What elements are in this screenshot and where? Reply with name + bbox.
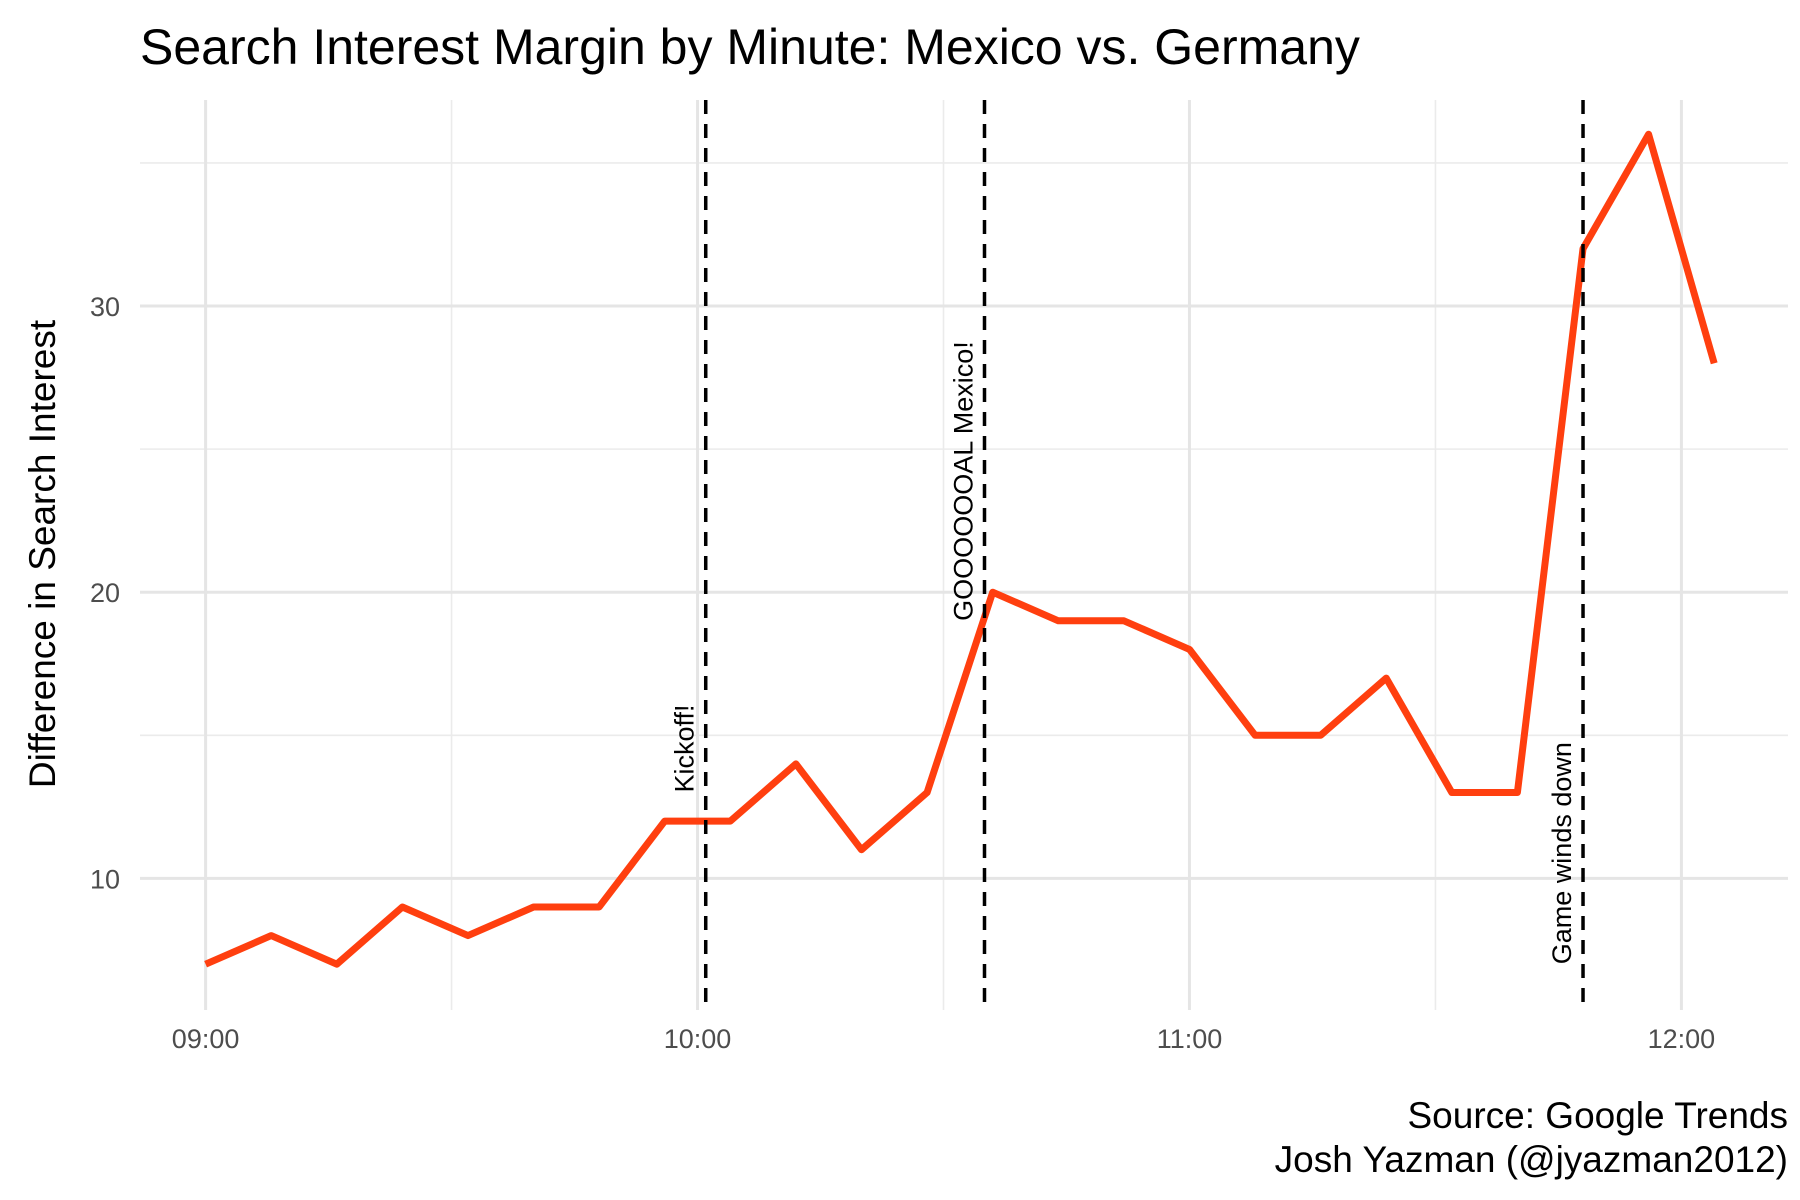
grid-major <box>140 100 1788 1010</box>
y-tick-label-0: 10 <box>90 864 120 894</box>
annotation-label-1: GOOOOOOAL Mexico! <box>948 341 978 621</box>
y-axis-title: Difference in Search Interest <box>22 319 63 788</box>
chart-title: Search Interest Margin by Minute: Mexico… <box>140 19 1360 75</box>
series-layer <box>204 130 1718 968</box>
y-tick-label-1: 20 <box>90 578 120 608</box>
grid-minor <box>140 100 1788 1010</box>
x-tick-label-1: 10:00 <box>664 1024 732 1054</box>
y-tick-label-2: 30 <box>90 292 120 322</box>
series-line-0 <box>204 130 1718 968</box>
x-tick-label-2: 11:00 <box>1157 1024 1223 1054</box>
x-tick-label-0: 09:00 <box>172 1024 240 1054</box>
caption-line-1: Josh Yazman (@jyazman2012) <box>1275 1139 1788 1180</box>
caption-line-0: Source: Google Trends <box>1408 1095 1789 1136</box>
annotations: Kickoff! GOOOOOOAL Mexico! Game winds down <box>670 100 1585 1010</box>
annotation-label-2: Game winds down <box>1547 742 1577 964</box>
x-axis-ticks: 09:00 10:00 11:00 12:00 <box>172 1024 1715 1054</box>
x-tick-label-3: 12:00 <box>1648 1024 1716 1054</box>
annotation-label-0: Kickoff! <box>670 704 700 792</box>
y-axis-ticks: 10 20 30 <box>90 292 120 894</box>
